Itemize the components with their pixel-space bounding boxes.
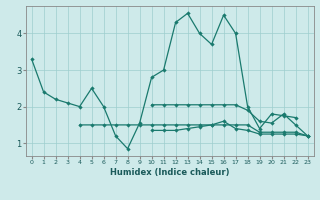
X-axis label: Humidex (Indice chaleur): Humidex (Indice chaleur) [110, 168, 229, 177]
